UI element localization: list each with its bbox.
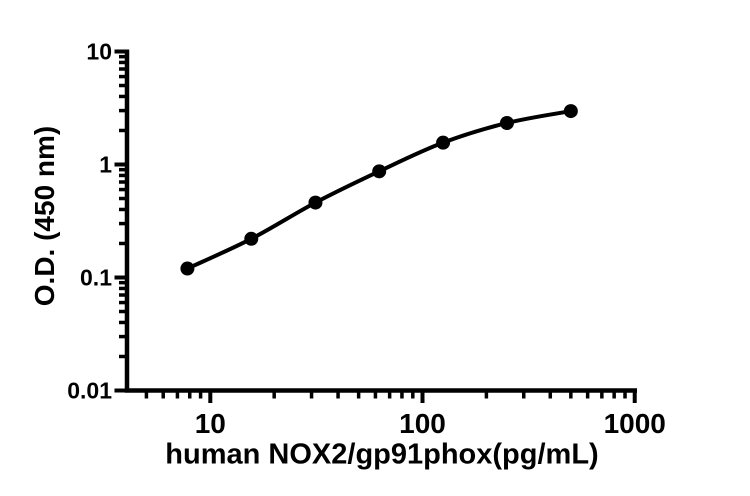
y-tick-label: 0.01	[67, 378, 112, 404]
axis-spines	[124, 49, 637, 393]
data-point-marker	[563, 104, 578, 119]
data-point-marker	[244, 231, 259, 246]
x-axis-title: human NOX2/gp91phox(pg/mL)	[165, 438, 599, 471]
y-tick-label: 10	[86, 39, 112, 65]
data-point-marker	[308, 195, 323, 210]
x-tick-label: 1000	[604, 408, 666, 439]
data-point-marker	[499, 115, 514, 130]
data-point-marker	[372, 164, 387, 179]
data-point-marker	[180, 261, 195, 276]
y-tick-label: 0.1	[80, 265, 112, 291]
y-tick-label: 1	[99, 152, 112, 178]
data-point-marker	[436, 135, 451, 150]
x-tick-label: 10	[195, 408, 226, 439]
x-tick-label: 100	[399, 408, 446, 439]
standard-curve-line	[185, 109, 573, 271]
y-axis-title: O.D. (450 nm)	[29, 125, 60, 307]
